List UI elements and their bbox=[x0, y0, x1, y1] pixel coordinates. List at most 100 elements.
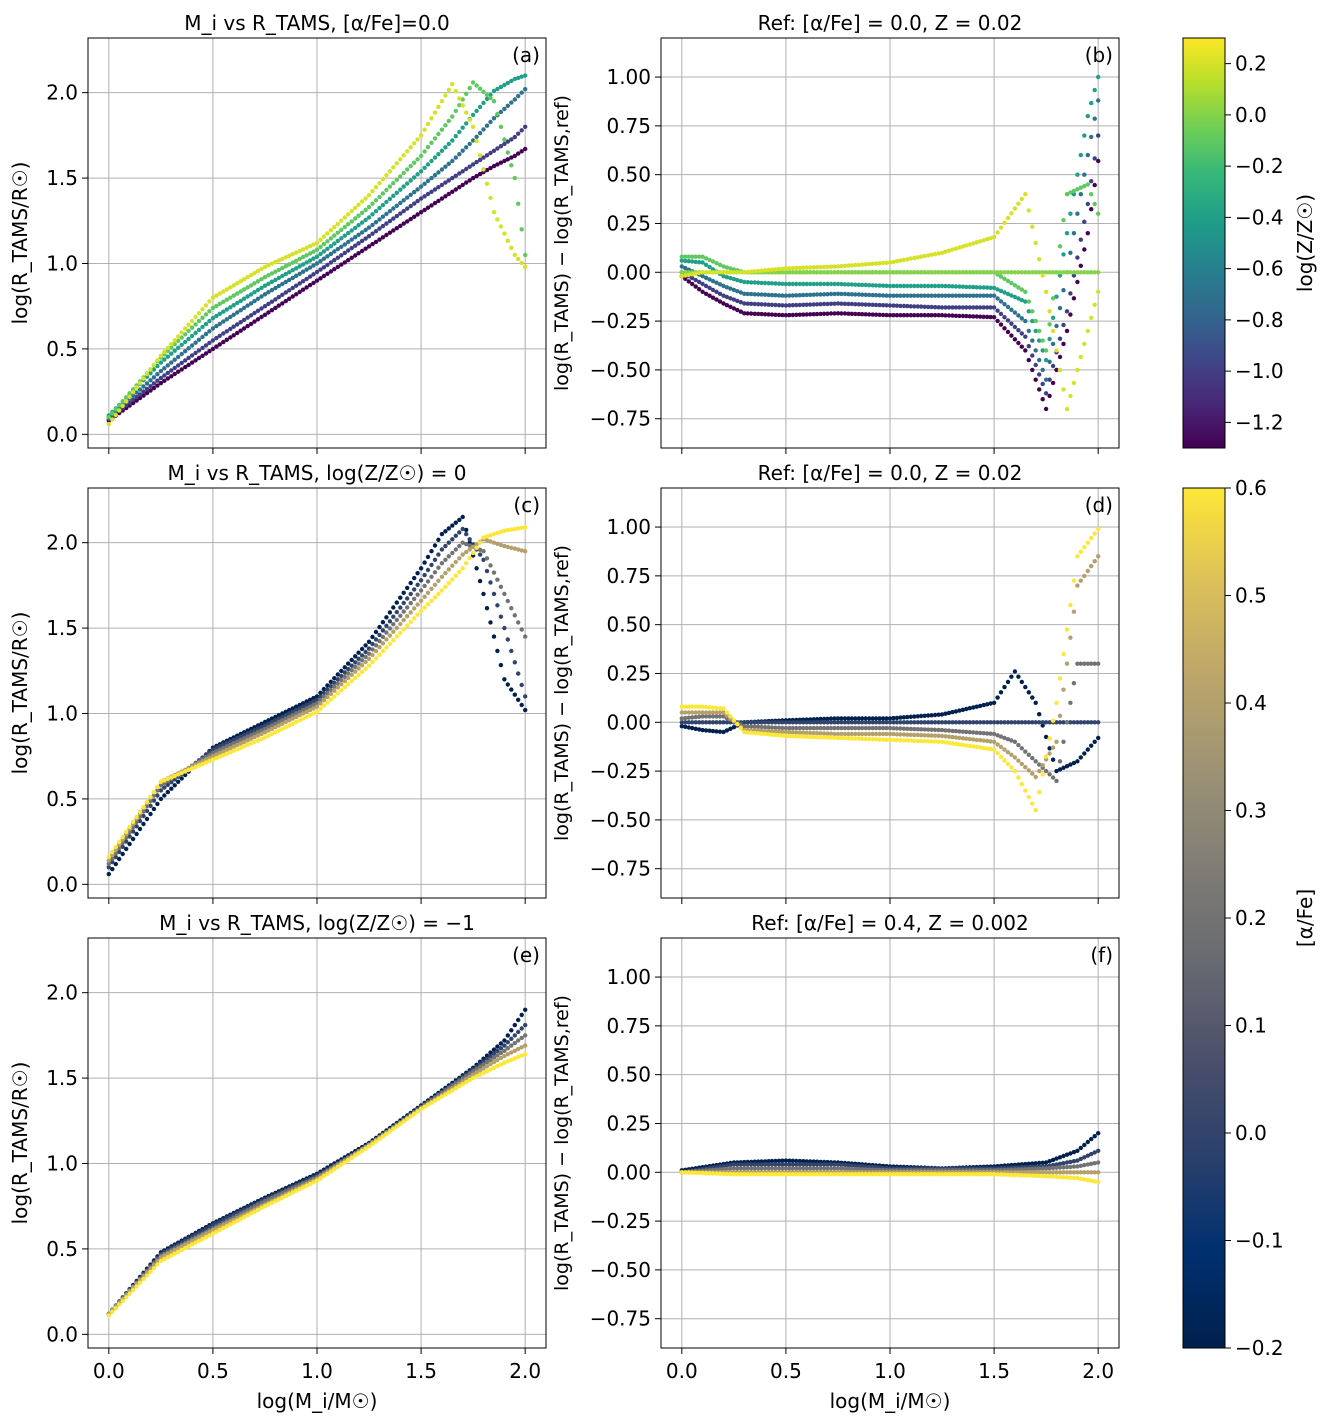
data-point bbox=[210, 326, 216, 331]
data-point bbox=[811, 725, 816, 731]
data-point bbox=[752, 311, 757, 316]
data-point bbox=[384, 623, 389, 628]
data-point bbox=[231, 293, 236, 298]
data-point bbox=[228, 742, 233, 747]
data-point bbox=[162, 1256, 167, 1262]
data-point bbox=[1068, 700, 1073, 705]
data-point bbox=[846, 1172, 851, 1177]
data-point bbox=[1033, 270, 1038, 275]
data-point bbox=[200, 334, 205, 340]
data-point bbox=[953, 709, 959, 714]
data-point bbox=[158, 353, 164, 358]
data-point bbox=[1061, 720, 1066, 725]
data-point bbox=[311, 711, 316, 716]
data-point bbox=[318, 251, 323, 257]
data-point bbox=[849, 716, 854, 721]
data-point bbox=[1061, 322, 1066, 328]
data-point bbox=[1096, 1179, 1101, 1185]
data-point bbox=[158, 796, 164, 802]
data-point bbox=[113, 1306, 119, 1311]
data-point bbox=[769, 281, 775, 286]
y-tick-label: 0.0 bbox=[46, 422, 78, 446]
data-point bbox=[130, 393, 136, 398]
data-point bbox=[905, 732, 910, 737]
data-point bbox=[221, 749, 226, 754]
data-point bbox=[477, 1064, 483, 1069]
data-point bbox=[342, 242, 347, 247]
data-point bbox=[967, 730, 972, 735]
data-point bbox=[894, 303, 900, 308]
y-axis-label: log(R_TAMS) − log(R_TAMS,ref) bbox=[551, 95, 573, 391]
data-point bbox=[814, 725, 820, 731]
data-point bbox=[856, 302, 861, 307]
data-point bbox=[821, 281, 827, 287]
data-point bbox=[1085, 270, 1091, 275]
y-axis-label: log(R_TAMS) − log(R_TAMS,ref) bbox=[551, 545, 573, 841]
data-point bbox=[683, 1170, 688, 1175]
data-point bbox=[1047, 1170, 1052, 1175]
data-point bbox=[356, 650, 361, 655]
data-point bbox=[1096, 270, 1101, 275]
data-point bbox=[318, 1176, 323, 1181]
data-point bbox=[738, 309, 743, 314]
data-point bbox=[519, 1045, 524, 1050]
data-point bbox=[231, 1220, 236, 1225]
data-point bbox=[1033, 1166, 1038, 1172]
data-point bbox=[207, 309, 212, 314]
data-point bbox=[408, 192, 413, 197]
data-point bbox=[405, 195, 410, 200]
y-tick-label: 1.0 bbox=[46, 252, 78, 276]
data-point bbox=[224, 1224, 229, 1229]
panel-title: M_i vs R_TAMS, log(Z/Z☉) = −1 bbox=[159, 911, 475, 935]
data-point bbox=[127, 391, 132, 396]
data-point bbox=[481, 89, 486, 95]
data-point bbox=[752, 292, 757, 297]
data-point bbox=[488, 1067, 493, 1072]
y-tick-label: 1.5 bbox=[46, 616, 78, 640]
data-point bbox=[759, 302, 764, 307]
data-point bbox=[332, 684, 337, 689]
data-point bbox=[509, 545, 514, 550]
data-point bbox=[366, 646, 372, 651]
data-point bbox=[196, 327, 202, 333]
data-point bbox=[1057, 713, 1063, 718]
data-point bbox=[339, 236, 344, 241]
data-point bbox=[749, 291, 754, 297]
data-point bbox=[252, 728, 257, 733]
data-point bbox=[439, 127, 445, 132]
data-point bbox=[932, 270, 938, 275]
data-point bbox=[353, 205, 358, 211]
y-tick-label: 0.00 bbox=[606, 260, 651, 284]
data-point bbox=[686, 254, 691, 259]
data-point bbox=[158, 1255, 164, 1260]
data-point bbox=[703, 262, 709, 267]
data-point bbox=[783, 303, 789, 308]
data-point bbox=[224, 329, 229, 334]
data-point bbox=[693, 277, 698, 283]
data-point bbox=[808, 730, 813, 736]
data-point bbox=[287, 1192, 292, 1197]
data-point bbox=[436, 552, 441, 557]
data-point bbox=[460, 148, 465, 153]
data-point bbox=[1068, 270, 1073, 275]
data-point bbox=[703, 283, 709, 289]
data-point bbox=[488, 1057, 493, 1063]
data-point bbox=[1037, 338, 1042, 343]
data-point bbox=[943, 313, 948, 318]
data-point bbox=[384, 645, 389, 650]
data-point bbox=[453, 520, 458, 525]
data-point bbox=[470, 112, 476, 118]
data-point bbox=[467, 141, 472, 147]
data-point bbox=[690, 281, 695, 287]
data-point bbox=[446, 87, 451, 93]
data-point bbox=[276, 1197, 281, 1202]
data-point bbox=[877, 725, 882, 731]
data-point bbox=[144, 390, 150, 396]
data-point bbox=[919, 283, 924, 289]
data-point bbox=[359, 230, 365, 235]
data-point bbox=[787, 1166, 792, 1171]
data-point bbox=[998, 311, 1004, 317]
data-point bbox=[697, 714, 702, 719]
data-point bbox=[464, 1080, 469, 1085]
data-point bbox=[356, 666, 361, 671]
